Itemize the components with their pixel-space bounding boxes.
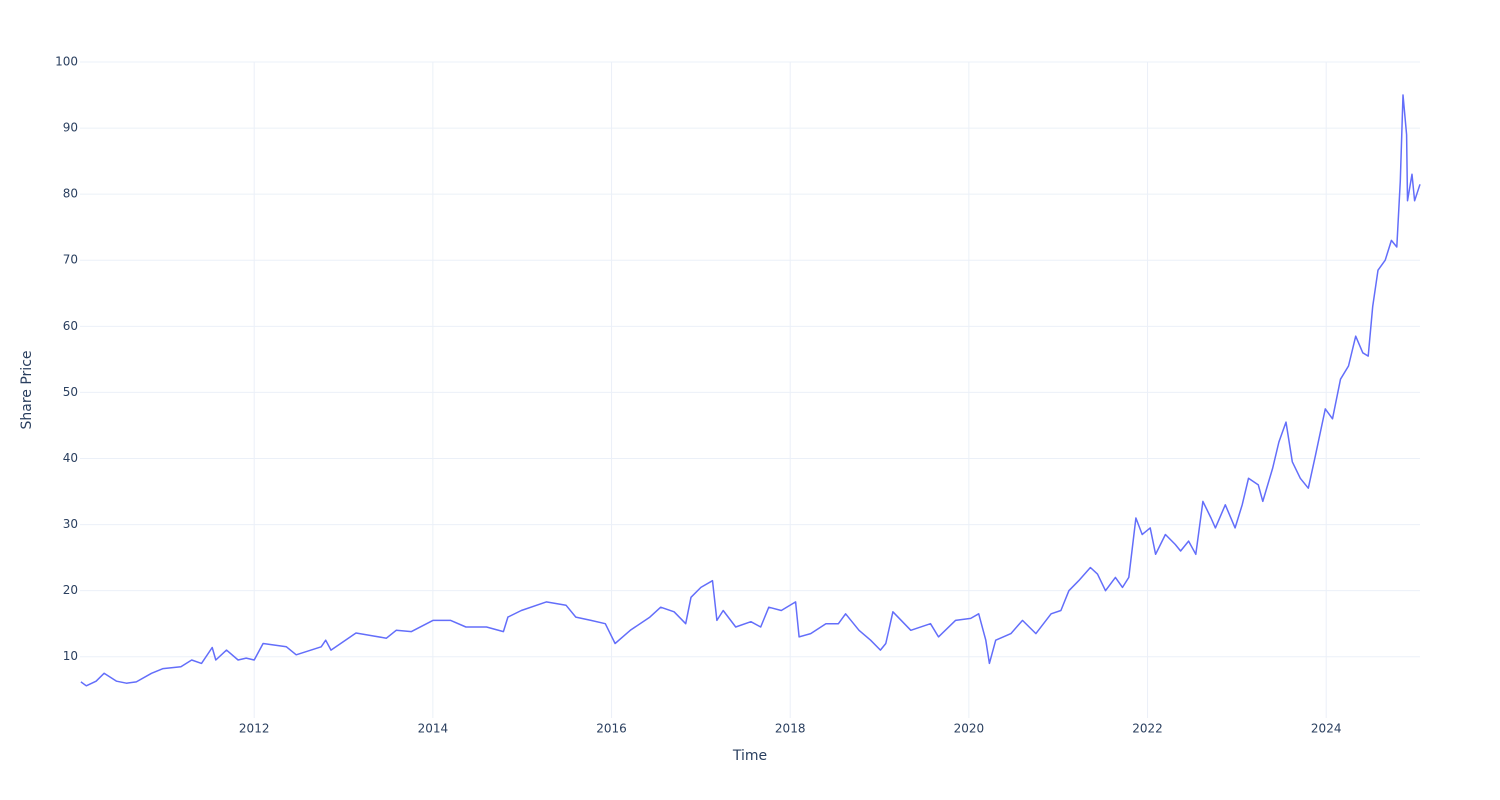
y-tick-label: 40 — [63, 451, 78, 465]
x-axis-title: Time — [732, 748, 767, 764]
y-tick-label: 60 — [63, 319, 78, 333]
y-tick-label: 100 — [55, 55, 78, 69]
y-tick-label: 90 — [63, 121, 78, 135]
y-tick-label: 30 — [63, 517, 78, 531]
y-tick-label: 80 — [63, 187, 78, 201]
y-tick-label: 20 — [63, 583, 78, 597]
x-tick-label: 2020 — [954, 722, 985, 736]
x-tick-label: 2022 — [1132, 722, 1163, 736]
y-tick-label: 10 — [63, 649, 78, 663]
y-axis-title: Share Price — [19, 350, 35, 429]
y-tick-label: 70 — [63, 253, 78, 267]
x-tick-label: 2016 — [596, 722, 627, 736]
y-tick-label: 50 — [63, 385, 78, 399]
x-tick-label: 2014 — [418, 722, 449, 736]
x-tick-label: 2024 — [1311, 722, 1342, 736]
x-tick-label: 2018 — [775, 722, 806, 736]
line-series — [80, 94, 1421, 687]
x-tick-label: 2012 — [239, 722, 270, 736]
